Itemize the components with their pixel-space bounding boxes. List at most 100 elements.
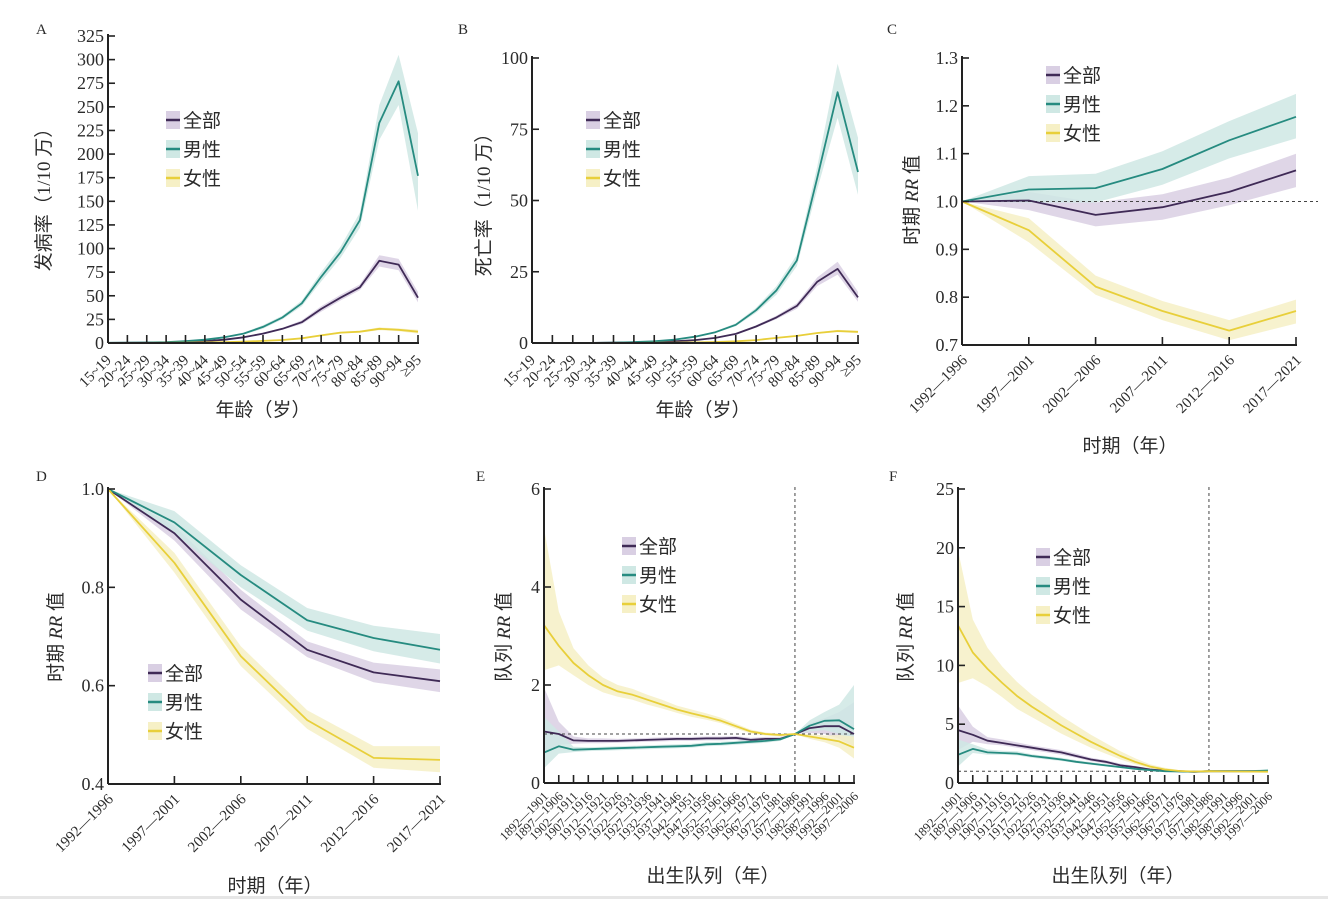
legend-item-female[interactable]: 女性 (148, 721, 203, 743)
x-tick-label: 1997—2001 (119, 792, 183, 856)
y-axis-title-italic: RR (896, 616, 917, 641)
panel-letter: E (476, 469, 485, 485)
y-tick-label: 1.3 (936, 48, 959, 68)
y-axis-title: 队列 RR 值 (493, 592, 515, 682)
panel-b: B025507510015~1920~2425~2930~3435~3940~4… (458, 22, 865, 421)
series-line-all (107, 488, 441, 683)
y-tick-label: 0.7 (936, 335, 959, 355)
panel-letter: F (889, 469, 897, 485)
series-line-all (543, 725, 855, 742)
legend-label: 女性 (165, 721, 203, 743)
panel-e: E02461892—19011897—19061902—19111907—191… (476, 469, 861, 887)
legend-item-all[interactable]: 全部 (166, 110, 221, 132)
y-axis-title-part: 值 (45, 592, 67, 616)
y-axis-title-part: 值 (895, 592, 917, 616)
legend-item-male[interactable]: 男性 (622, 565, 677, 587)
ci-band-all (532, 261, 858, 343)
legend-label: 女性 (1063, 123, 1101, 145)
ci-band-female (962, 201, 1296, 341)
y-tick-label: 6 (531, 479, 540, 499)
ci-band-male (532, 63, 858, 343)
x-tick-label: 2012—2016 (318, 791, 383, 856)
y-tick-label: 1.0 (82, 479, 105, 499)
panel-letter: C (887, 22, 897, 38)
y-tick-label: 200 (77, 144, 104, 164)
legend-item-female[interactable]: 女性 (1036, 605, 1091, 627)
y-tick-label: 0 (531, 773, 540, 793)
y-tick-label: 0.6 (82, 676, 105, 696)
y-tick-label: 0.9 (936, 239, 959, 259)
x-tick-label: ≥95 (397, 353, 425, 381)
y-tick-label: 0 (519, 333, 528, 353)
legend-item-male[interactable]: 男性 (1046, 94, 1101, 116)
series-line-male (107, 488, 441, 651)
legend-item-all[interactable]: 全部 (622, 536, 677, 558)
y-tick-label: 125 (77, 215, 104, 235)
legend-label: 男性 (1063, 94, 1101, 116)
legend-item-all[interactable]: 全部 (1036, 547, 1091, 569)
ci-band-male (108, 54, 418, 343)
series-line-all (961, 169, 1297, 216)
y-axis-title-italic: RR (902, 179, 923, 204)
y-tick-label: 175 (77, 168, 104, 188)
legend-item-female[interactable]: 女性 (586, 168, 641, 190)
ci-band-all (544, 687, 854, 754)
legend-item-male[interactable]: 男性 (1036, 576, 1091, 598)
legend-label: 女性 (183, 168, 221, 190)
ci-band-female (544, 528, 854, 759)
legend-item-all[interactable]: 全部 (148, 663, 203, 685)
legend-item-male[interactable]: 男性 (148, 692, 203, 714)
y-tick-label: 10 (936, 655, 954, 675)
ci-band-male (962, 93, 1296, 203)
legend-item-female[interactable]: 女性 (1046, 123, 1101, 145)
ci-band-all (962, 153, 1296, 227)
panel-d: D 0.4 0.6 0.8 1.0 1992—1996 1997—2001 2002—2006… (36, 469, 449, 897)
legend-item-female[interactable]: 女性 (622, 594, 677, 616)
ci-band-female (958, 550, 1268, 773)
y-tick-label: 150 (77, 191, 104, 211)
panel-f: F05101520251892—19011897—19061902—191119… (889, 469, 1275, 887)
panel-letter: B (458, 22, 468, 38)
x-tick-label: 2017—2021 (384, 792, 448, 856)
ci-band-all (108, 255, 418, 343)
y-tick-label: 5 (945, 714, 954, 734)
y-axis-title-part: 时期 (901, 202, 923, 245)
legend-label: 全部 (165, 663, 203, 685)
legend-item-all[interactable]: 全部 (586, 110, 641, 132)
y-axis-title: 时期 RR 值 (45, 592, 67, 682)
panel-c: C 0.7 0.8 0.9 1.0 1.1 1.2 1.3 1992—1996 1997—2001… (887, 22, 1318, 457)
x-tick-label: 2017—2021 (1240, 353, 1304, 417)
y-axis-title: 队列 RR 值 (895, 592, 917, 682)
y-tick-label: 4 (531, 577, 540, 597)
legend-label: 全部 (603, 110, 641, 132)
legend-item-female[interactable]: 女性 (166, 168, 221, 190)
y-tick-label: 0 (945, 773, 954, 793)
y-tick-label: 25 (936, 479, 954, 499)
y-tick-label: 1.1 (936, 144, 959, 164)
y-tick-label: 0.8 (936, 287, 959, 307)
y-axis-title-italic: RR (494, 616, 515, 641)
legend-label: 女性 (1053, 605, 1091, 627)
legend-label: 全部 (183, 110, 221, 132)
y-tick-label: 20 (936, 538, 954, 558)
x-tick-label: 1992—1996 (52, 791, 117, 856)
legend-item-all[interactable]: 全部 (1046, 65, 1101, 87)
y-tick-label: 1.2 (936, 96, 959, 116)
y-tick-label: 300 (77, 50, 104, 70)
series-line-female (961, 200, 1297, 332)
y-axis-title-italic: RR (46, 616, 67, 641)
legend-item-male[interactable]: 男性 (586, 139, 641, 161)
ci-band-all (958, 705, 1268, 773)
y-axis-title-part: 队列 (493, 639, 515, 682)
y-tick-label: 250 (77, 97, 104, 117)
y-tick-label: 25 (86, 309, 104, 329)
legend-item-male[interactable]: 男性 (166, 139, 221, 161)
legend-label: 女性 (639, 594, 677, 616)
series-line-male (543, 719, 855, 754)
x-tick-label: 1992—1996 (906, 352, 971, 417)
